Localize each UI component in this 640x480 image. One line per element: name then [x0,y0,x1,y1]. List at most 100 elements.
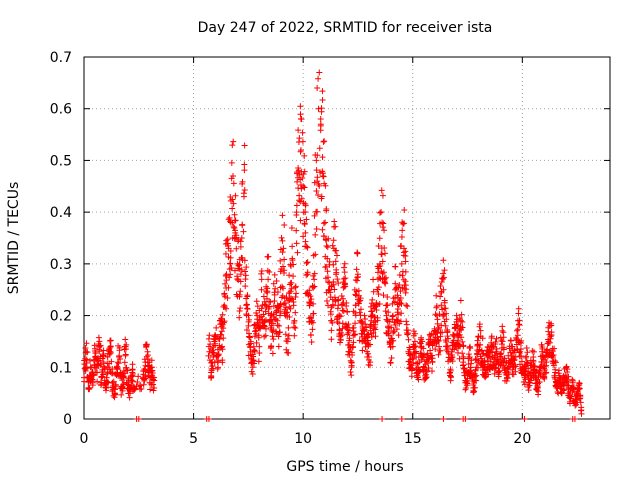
data-point [462,379,469,386]
data-point [224,294,231,301]
data-point [336,326,343,333]
data-point [402,289,409,296]
x-tick-label: 0 [80,431,89,447]
data-point [569,379,576,386]
data-point [231,267,238,274]
data-point [316,69,323,76]
data-point [398,310,405,317]
data-point [230,200,237,207]
x-tick-label: 5 [189,431,198,447]
data-point [247,338,254,345]
data-point [392,322,399,329]
data-point [268,316,275,323]
data-point [444,326,451,333]
data-point [407,364,414,371]
data-point [365,353,372,360]
data-point [418,334,425,341]
data-point [437,347,444,354]
data-point [279,249,286,256]
data-point [380,292,387,299]
data-point [517,346,524,353]
data-point [314,84,321,91]
data-point [405,330,412,337]
data-point [290,273,297,280]
data-point [400,220,407,227]
data-point [277,301,284,308]
data-point [405,348,412,355]
data-point [385,328,392,335]
data-point [499,323,506,330]
data-point [87,357,94,364]
data-point [95,357,102,364]
data-point [347,368,354,375]
data-point [477,327,484,334]
data-point [87,364,94,371]
data-point [375,284,382,291]
data-point [314,152,321,159]
data-point [490,359,497,366]
data-point [468,374,475,381]
data-point [445,335,452,342]
data-point [313,157,320,164]
data-point [223,305,230,312]
data-point [390,312,397,319]
data-point [212,333,219,340]
data-point [317,116,324,123]
data-point [205,343,212,350]
data-point [531,363,538,370]
data-point [551,345,558,352]
data-point [315,75,322,82]
data-point [375,291,382,298]
data-point [283,346,290,353]
data-point [404,303,411,310]
data-point [292,283,299,290]
data-point [323,297,330,304]
x-tick-label: 10 [294,431,312,447]
data-point [262,308,269,315]
data-point [319,96,326,103]
data-point [528,369,535,376]
data-point [293,209,300,216]
data-point [367,359,374,366]
data-point [420,364,427,371]
data-point [352,291,359,298]
data-point [471,384,478,391]
data-point [227,254,234,261]
data-point [318,108,325,115]
data-point [353,266,360,273]
data-point [129,370,136,377]
data-point [244,306,251,313]
data-point [335,302,342,309]
data-point [425,364,432,371]
data-point [219,343,226,350]
data-point [301,221,308,228]
data-point [462,416,469,422]
data-point [269,333,276,340]
data-point [423,368,430,375]
data-point [288,225,295,232]
data-point [258,305,265,312]
data-point [326,279,333,286]
data-point [485,371,492,378]
data-point [124,367,131,374]
data-point [475,348,482,355]
data-point [349,344,356,351]
data-point [458,311,465,318]
data-point [457,317,464,324]
data-point [511,356,518,363]
data-point [215,352,222,359]
data-point [219,357,226,364]
data-point [240,193,247,200]
data-point [330,237,337,244]
data-point [292,284,299,291]
data-point [463,385,470,392]
data-point [307,299,314,306]
data-point [148,364,155,371]
data-point [411,338,418,345]
data-point [323,263,330,270]
data-point [340,295,347,302]
data-point [285,324,292,331]
data-point [536,379,543,386]
data-point [326,286,333,293]
data-point [515,305,522,312]
